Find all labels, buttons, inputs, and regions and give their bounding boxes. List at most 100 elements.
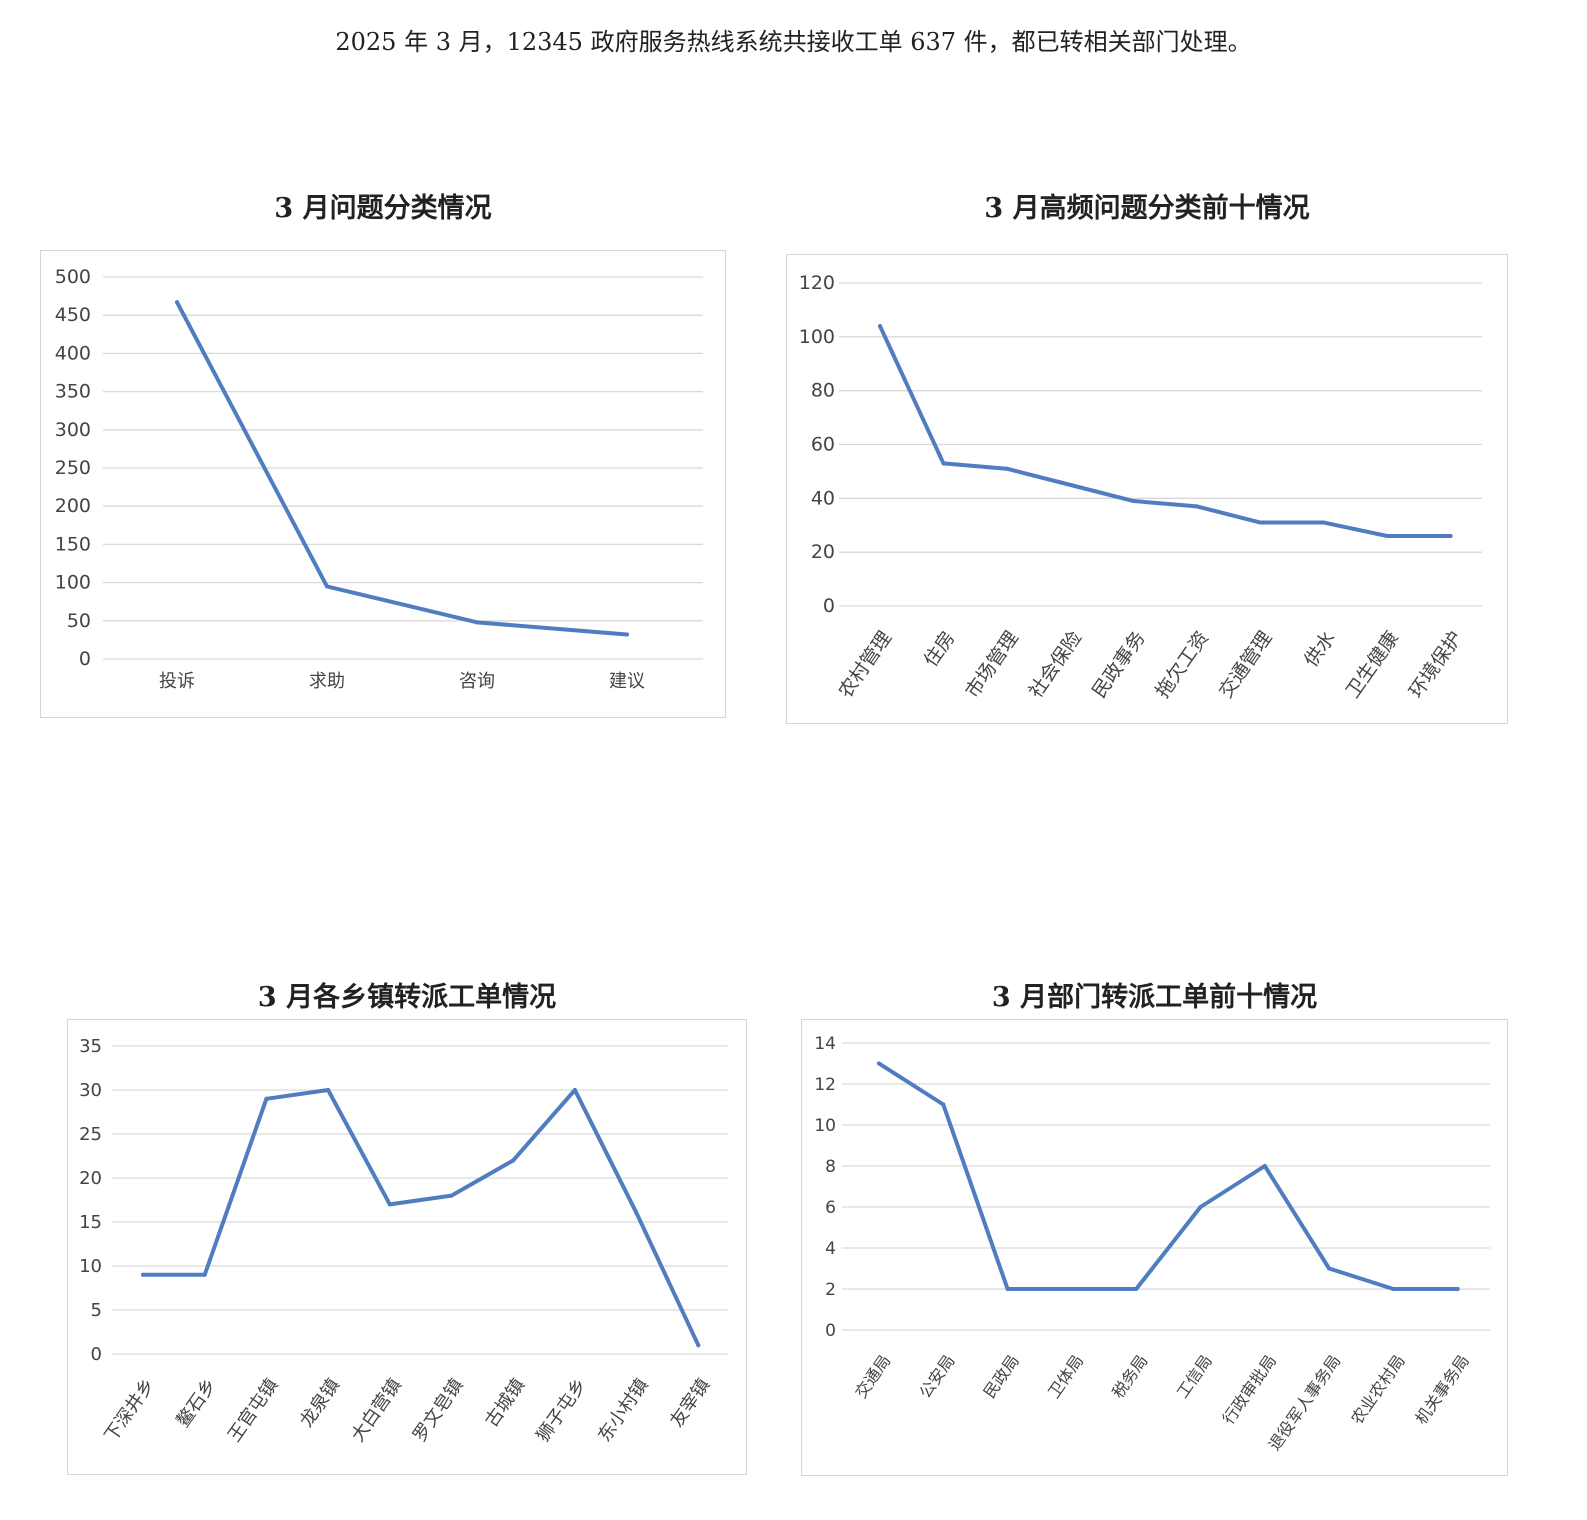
x-tick-label: 鳌石乡 — [173, 1375, 221, 1431]
y-tick-label: 2 — [825, 1280, 836, 1300]
y-tick-label: 6 — [825, 1198, 836, 1218]
y-tick-label: 25 — [79, 1124, 102, 1145]
data-point — [449, 1193, 454, 1198]
x-tick-label: 环境保护 — [1405, 627, 1467, 702]
y-tick-label: 20 — [79, 1168, 102, 1189]
data-point — [141, 1272, 145, 1277]
x-tick-label: 农业农村局 — [1347, 1351, 1408, 1427]
x-tick-label: 大白营镇 — [347, 1375, 405, 1446]
data-point — [1195, 504, 1199, 509]
x-tick-label: 下深井乡 — [101, 1375, 159, 1446]
data-point — [1455, 1287, 1460, 1291]
y-tick-label: 15 — [79, 1212, 102, 1233]
x-tick-label: 王官屯镇 — [224, 1375, 282, 1446]
y-tick-label: 200 — [55, 495, 91, 517]
data-point — [1068, 482, 1073, 487]
chart-2-frame: 0 20 40 60 80 100 120 农村管理 住房 市场管理 社会保险 民政事务 拖欠工资 交通管… — [786, 254, 1508, 724]
x-tick-label: 交通管理 — [1215, 627, 1277, 702]
data-point — [941, 461, 946, 466]
data-point — [264, 1096, 269, 1101]
y-tick-label: 10 — [814, 1116, 836, 1136]
y-tick-label: 450 — [55, 304, 91, 326]
y-tick-label: 400 — [55, 342, 91, 364]
data-point — [1004, 466, 1009, 471]
x-tick-label: 民政局 — [980, 1351, 1023, 1401]
y-tick-label: 14 — [814, 1034, 836, 1054]
y-tick-label: 500 — [55, 266, 91, 288]
data-point — [1385, 534, 1390, 539]
y-tick-label: 10 — [79, 1256, 102, 1277]
y-tick-label: 150 — [55, 533, 91, 555]
y-tick-label: 60 — [811, 434, 835, 456]
chart-3-frame: 0 5 10 15 20 25 30 35 下深井乡 鳌石乡 王官屯镇 龙泉镇 大白营镇 罗文皂镇 古城镇狮… — [67, 1019, 747, 1475]
chart-3-title: 3 月各乡镇转派工单情况 — [257, 982, 557, 1013]
data-point — [877, 1061, 881, 1066]
data-point — [511, 1158, 516, 1163]
data-point — [1069, 1287, 1074, 1291]
x-tick-label: 工信局 — [1173, 1351, 1216, 1401]
y-tick-label: 100 — [799, 326, 835, 348]
x-tick-label: 住房 — [920, 627, 960, 671]
data-point — [941, 1102, 946, 1107]
data-point — [1198, 1205, 1203, 1209]
y-tick-label: 30 — [79, 1080, 102, 1101]
y-tick-label: 5 — [91, 1300, 102, 1321]
chart-4-title: 3 月部门转派工单前十情况 — [991, 982, 1318, 1013]
data-point — [1258, 520, 1263, 525]
y-tick-label: 80 — [811, 380, 835, 402]
intro-text: 2025 年 3 月，12345 政府服务热线系统共接收工单 637 件，都已转… — [335, 28, 1252, 56]
chart-2: 0 20 40 60 80 100 120 农村管理 住房 市场管理 社会保险 民政事务 拖欠工资 交通管… — [799, 272, 1482, 702]
x-tick-label: 卫生健康 — [1342, 627, 1404, 702]
data-point — [1005, 1287, 1010, 1291]
x-tick-label: 东小村镇 — [594, 1375, 652, 1446]
y-tick-label: 0 — [823, 595, 835, 617]
y-tick-label: 120 — [799, 272, 835, 294]
chart-3: 0 5 10 15 20 25 30 35 下深井乡 鳌石乡 王官屯镇 龙泉镇 大白营镇 罗文皂镇 古城镇狮… — [79, 1036, 728, 1446]
data-point — [625, 632, 629, 637]
chart-2-title: 3 月高频问题分类前十情况 — [984, 193, 1310, 224]
x-tick-label: 咨询 — [459, 671, 495, 692]
chart-1: 0 50 100 150 200 250 300 350 400 450 500 投诉 求助 咨询 建议 — [55, 266, 703, 692]
x-tick-label: 求助 — [309, 671, 345, 692]
series-line — [877, 1061, 1460, 1291]
data-point — [202, 1272, 207, 1277]
data-point — [326, 1088, 331, 1092]
data-point — [1391, 1287, 1396, 1291]
data-point — [634, 1211, 639, 1216]
y-tick-label: 20 — [811, 541, 835, 563]
y-tick-label: 40 — [811, 487, 835, 509]
series-line — [141, 1088, 701, 1348]
y-tick-label: 0 — [825, 1321, 836, 1341]
data-point — [1321, 520, 1326, 525]
data-point — [1131, 499, 1136, 504]
x-tick-label: 社会保险 — [1025, 627, 1087, 702]
y-tick-label: 300 — [55, 419, 91, 441]
x-tick-label: 交通局 — [851, 1351, 894, 1401]
chart-1-title: 3 月问题分类情况 — [274, 193, 492, 224]
y-tick-label: 250 — [55, 457, 91, 479]
data-point — [325, 584, 329, 589]
data-point — [1327, 1266, 1332, 1271]
data-point — [1262, 1164, 1267, 1168]
series-line — [878, 324, 1453, 539]
x-tick-label: 机关事务局 — [1412, 1351, 1473, 1427]
data-point — [572, 1088, 577, 1092]
y-tick-label: 100 — [55, 572, 91, 594]
x-tick-label: 龙泉镇 — [296, 1375, 344, 1431]
data-point — [878, 324, 882, 329]
y-tick-label: 0 — [79, 648, 91, 670]
series-line — [175, 300, 629, 637]
y-tick-label: 350 — [55, 381, 91, 403]
x-tick-label: 行政审批局 — [1219, 1351, 1280, 1427]
x-tick-label: 卫体局 — [1044, 1351, 1087, 1401]
x-tick-label: 友宰镇 — [666, 1375, 714, 1431]
x-tick-label: 罗文皂镇 — [409, 1375, 467, 1446]
data-point — [475, 620, 479, 625]
data-point — [696, 1343, 701, 1348]
x-tick-label: 古城镇 — [481, 1375, 529, 1431]
x-tick-label: 拖欠工资 — [1151, 627, 1213, 702]
x-tick-label: 投诉 — [159, 671, 195, 692]
data-point — [1134, 1287, 1139, 1291]
data-point — [387, 1202, 392, 1207]
